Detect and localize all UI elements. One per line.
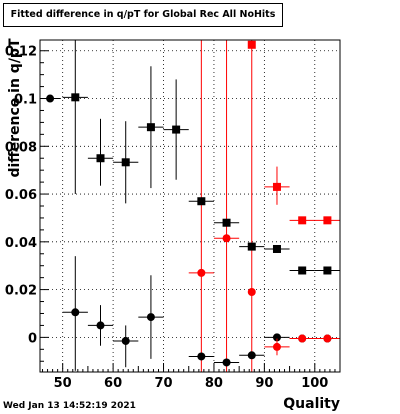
data-point-circle: [96, 321, 105, 330]
y-tick-label: 0: [28, 331, 37, 346]
data-point-square: [298, 266, 307, 275]
data-point-circle: [222, 358, 231, 367]
data-point-square: [298, 216, 307, 225]
y-tick-label: 0.02: [5, 284, 37, 299]
data-point-circle: [71, 308, 80, 317]
data-point-square: [247, 40, 256, 49]
x-tick-label: 70: [154, 376, 172, 391]
x-tick-label: 60: [104, 376, 122, 391]
data-point-square: [272, 244, 281, 253]
data-point-square: [323, 266, 332, 275]
data-point-square: [96, 154, 105, 163]
plot-frame: [39, 39, 341, 373]
x-tick-label: 100: [301, 376, 328, 391]
y-tick-label: 0.12: [5, 45, 37, 60]
y-tick-label: 0.1: [14, 93, 37, 108]
y-tick-label: 0.04: [5, 236, 37, 251]
timestamp: Wed Jan 13 14:52:19 2021: [3, 401, 136, 411]
data-point-circle: [146, 313, 155, 322]
data-point-square: [323, 216, 332, 225]
data-point-circle: [298, 334, 307, 343]
data-point-square: [146, 123, 155, 132]
data-point-circle: [46, 94, 55, 103]
data-point-square: [71, 93, 80, 102]
y-tick-label: 0.08: [5, 140, 37, 155]
x-tick-label: 80: [205, 376, 223, 391]
data-point-circle: [247, 287, 256, 296]
data-point-circle: [197, 352, 206, 361]
data-point-circle: [272, 342, 281, 351]
data-point-square: [121, 158, 130, 167]
data-point-circle: [121, 336, 130, 345]
x-tick-label: 90: [255, 376, 273, 391]
data-point-circle: [247, 351, 256, 360]
data-point-circle: [272, 333, 281, 342]
x-tick-label: 50: [54, 376, 72, 391]
chart-title: Fitted difference in q/pT for Global Rec…: [3, 3, 283, 27]
y-tick-label: 0.06: [5, 188, 37, 203]
data-point-square: [272, 182, 281, 191]
data-point-circle: [222, 234, 231, 243]
data-point-circle: [323, 334, 332, 343]
data-point-square: [172, 125, 181, 134]
data-point-square: [247, 242, 256, 251]
y-axis-title: difference in q/pT: [7, 38, 23, 178]
x-axis-title: Quality: [283, 396, 340, 412]
data-point-circle: [197, 268, 206, 277]
data-point-square: [197, 197, 206, 206]
data-point-square: [222, 218, 231, 227]
